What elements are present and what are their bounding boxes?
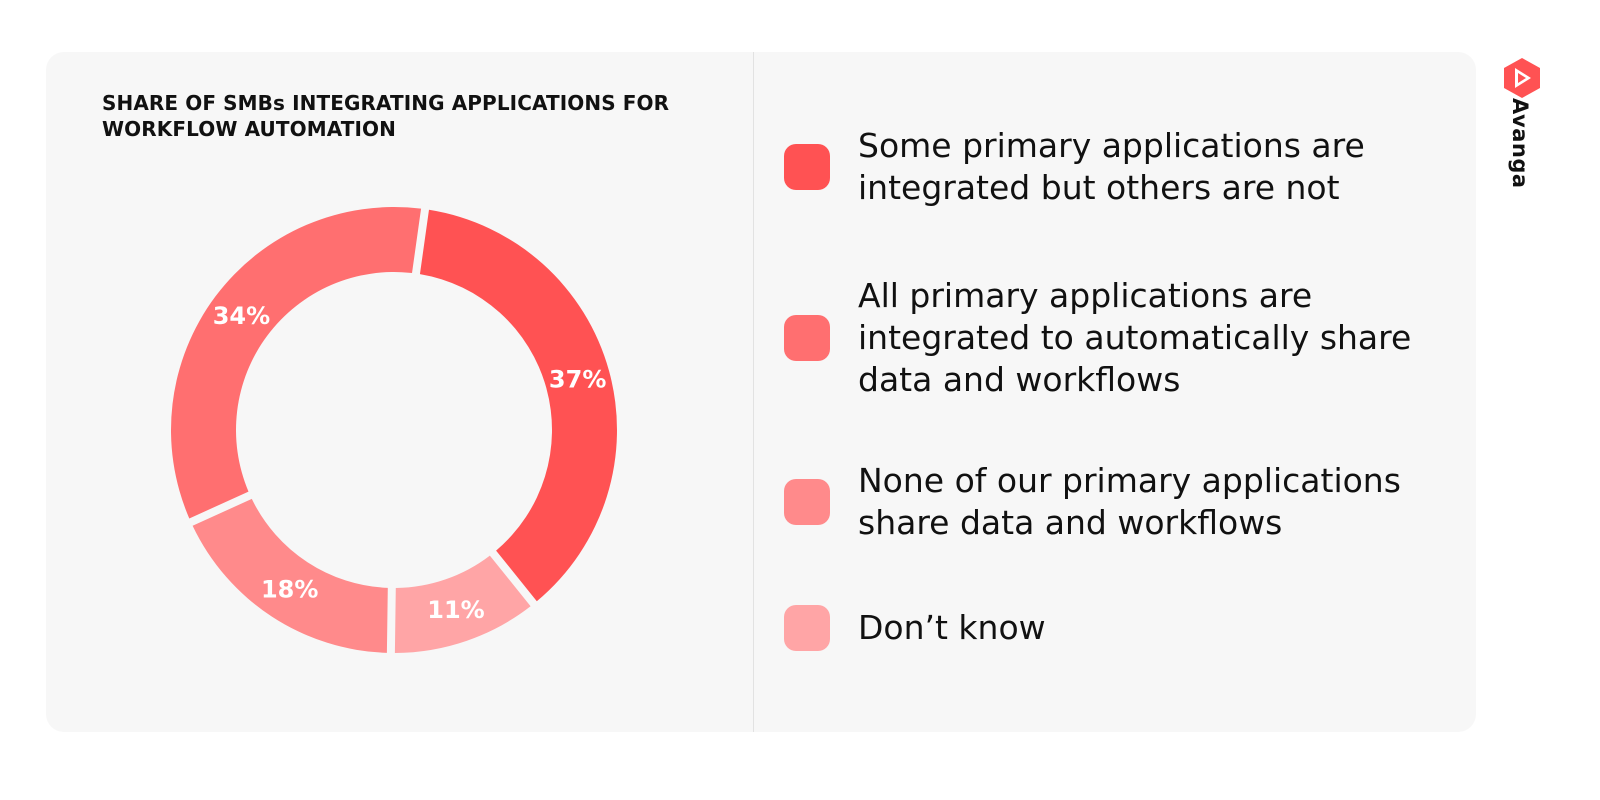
avanga-logo-icon: [1504, 58, 1540, 98]
donut-slice: [171, 206, 422, 519]
legend-swatch: [784, 605, 830, 651]
slice-value-label: 11%: [427, 596, 484, 624]
legend-item-all-integrated: All primary applications are integrated …: [784, 275, 1458, 401]
legend-item-partially-integrated: Some primary applications are integrated…: [784, 125, 1458, 209]
legend-swatch: [784, 315, 830, 361]
donut-slice: [394, 555, 531, 653]
brand-name: Avanga: [1508, 98, 1532, 189]
card-divider: [753, 52, 754, 732]
donut-slice: [419, 209, 617, 602]
chart-title: SHARE OF SMBs INTEGRATING APPLICATIONS F…: [102, 91, 670, 141]
donut-slice: [192, 498, 388, 653]
legend-label: All primary applications are integrated …: [858, 276, 1412, 399]
slice-value-label: 37%: [549, 365, 606, 393]
legend-swatch: [784, 479, 830, 525]
legend-label: Don’t know: [858, 608, 1046, 647]
donut-chart: 37% 11% 18% 34%: [171, 206, 617, 653]
slice-value-label: 18%: [261, 575, 318, 603]
legend-item-dont-know: Don’t know: [784, 605, 1458, 651]
legend-label: None of our primary applications share d…: [858, 461, 1401, 542]
legend-label: Some primary applications are integrated…: [858, 126, 1365, 207]
legend-item-none-integrated: None of our primary applications share d…: [784, 460, 1458, 544]
slice-value-label: 34%: [213, 302, 270, 330]
legend-swatch: [784, 144, 830, 190]
